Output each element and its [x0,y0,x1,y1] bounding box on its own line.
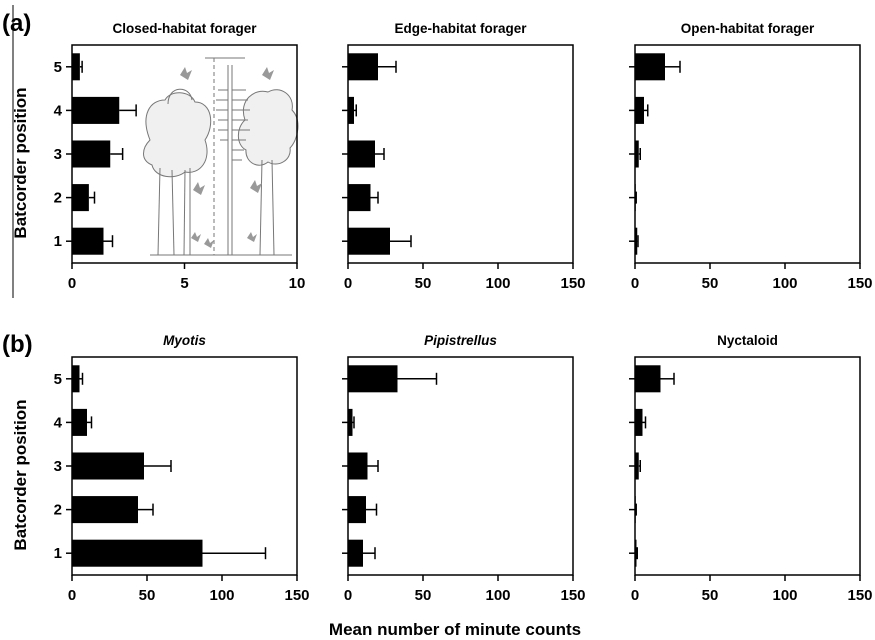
panel-title: Pipistrellus [424,333,497,348]
bar [72,452,144,480]
bat-icon [193,182,205,195]
bar [348,227,390,255]
x-tick-label: 0 [68,275,76,292]
bar [72,96,120,124]
bat-icon [247,232,257,242]
bar [348,140,375,168]
bat-icon [180,67,192,80]
y-tick-label: 2 [54,502,62,519]
x-tick-label: 0 [344,275,352,292]
y-tick-label: 3 [54,146,62,163]
bar [348,539,363,567]
forest-illustration [143,57,299,256]
x-tick-label: 100 [772,275,797,292]
x-tick-label: 150 [847,587,872,604]
x-tick-label: 150 [560,275,585,292]
x-tick-label: 0 [631,587,639,604]
bar [635,408,643,436]
x-tick-label: 10 [289,275,306,292]
bar [72,408,87,436]
bar [635,496,636,524]
x-tick-label: 0 [344,587,352,604]
x-tick-label: 150 [284,587,309,604]
y-tick-label: 4 [54,414,63,431]
panel-title: Closed-habitat forager [112,21,257,36]
panel-6: Nyctaloid 0 50 100 150 [629,333,873,604]
x-tick-label: 50 [702,587,719,604]
panel-1: Closed-habitat forager 1 2 3 4 5 0 5 10 [54,21,306,292]
y-tick-label: 1 [54,545,62,562]
plot-frame [634,356,861,576]
bat-icon [250,180,262,193]
panel-3: Open-habitat forager 0 50 100 150 [629,21,873,292]
bar [348,365,398,393]
x-tick-label: 0 [631,275,639,292]
plot-frame [634,44,861,264]
y-axis-title-top: Batcorder position [11,87,30,238]
bar [348,496,366,524]
x-tick-label: 5 [180,275,188,292]
bar [635,452,639,480]
panel-2: Edge-habitat forager 0 50 100 150 [342,21,586,292]
bar [635,184,636,212]
y-axis-title-bottom: Batcorder position [11,399,30,550]
bar [348,452,368,480]
bat-icon [204,238,214,248]
x-tick-label: 50 [415,275,432,292]
bar [635,53,665,81]
y-tick-label: 3 [54,458,62,475]
y-tick-label: 5 [54,371,62,388]
x-tick-label: 100 [485,587,510,604]
x-tick-label: 100 [485,275,510,292]
bar [348,184,371,212]
y-tick-label: 1 [54,233,62,250]
tree-crown-left-icon [143,92,212,178]
bat-icon [262,67,274,80]
panel-title: Myotis [163,333,206,348]
x-tick-label: 50 [139,587,156,604]
x-tick-label: 150 [847,275,872,292]
bar [72,539,203,567]
x-tick-label: 100 [772,587,797,604]
bar [635,365,661,393]
bar [635,227,638,255]
x-tick-label: 150 [560,587,585,604]
y-tick-label: 4 [54,102,63,119]
panel-letter-a: (a) [2,10,31,37]
panel-5: Pipistrellus 0 50 100 150 [342,333,586,604]
y-tick-label: 5 [54,59,62,76]
bar [635,96,644,124]
x-tick-label: 50 [415,587,432,604]
bar [348,53,378,81]
y-tick-label: 2 [54,190,62,207]
panel-title: Open-habitat forager [681,21,815,36]
bar [72,140,111,168]
bar [72,184,89,212]
tree-crown-right-icon [237,89,299,166]
bar [635,140,639,168]
panel-title: Nyctaloid [717,333,778,348]
bat-icon [191,232,201,242]
bar [635,539,637,567]
x-tick-label: 50 [702,275,719,292]
bar [72,53,80,81]
bar [348,96,354,124]
bar [72,496,138,524]
x-tick-label: 100 [209,587,234,604]
bar [72,227,104,255]
x-axis-title: Mean number of minute counts [329,620,581,639]
bar [72,365,80,393]
panel-letter-b: (b) [2,331,33,358]
panel-title: Edge-habitat forager [394,21,527,36]
bar [348,408,353,436]
x-tick-label: 0 [68,587,76,604]
